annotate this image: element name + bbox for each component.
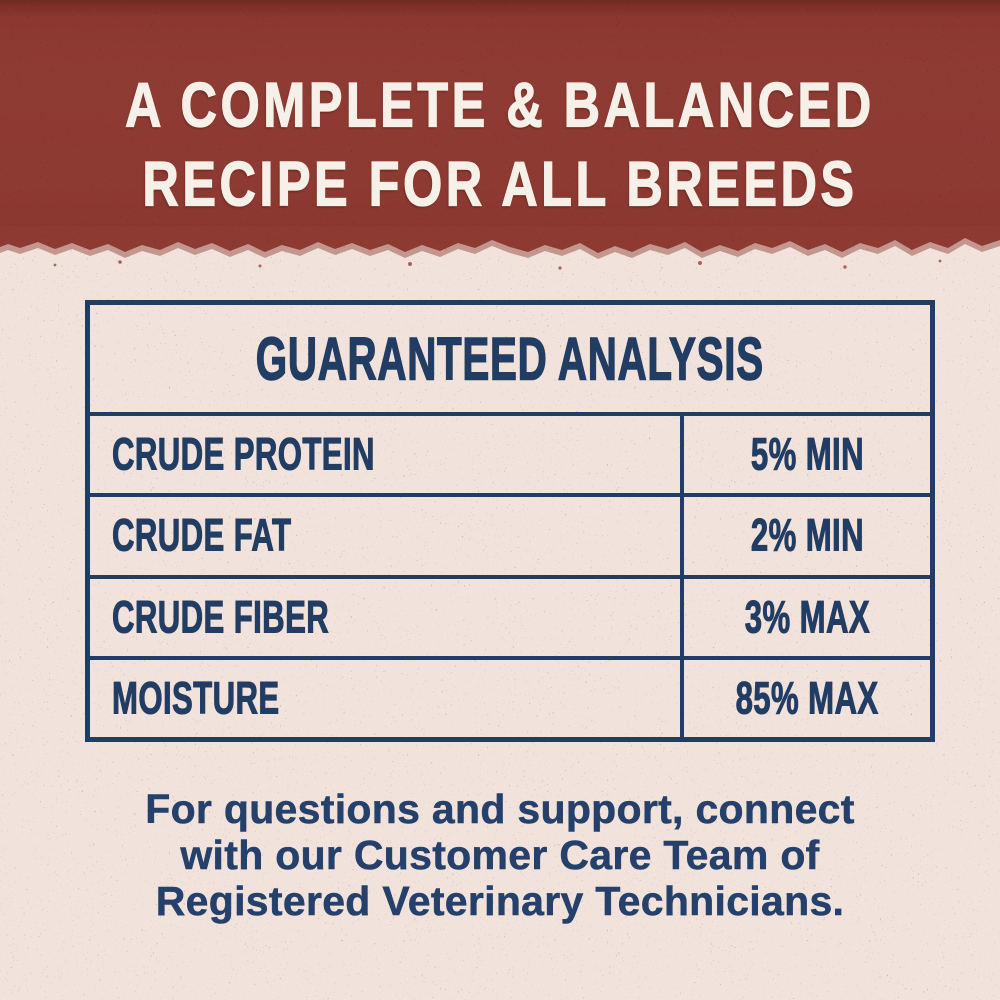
row-value-cell: 5% MIN [680, 416, 930, 494]
row-label-cell: CRUDE FIBER [90, 579, 680, 656]
row-label-cell: MOISTURE [90, 660, 680, 737]
nutrient-label: MOISTURE [112, 672, 280, 724]
support-line-1: For questions and support, connect [145, 786, 855, 833]
headline-line-2: RECIPE FOR ALL BREEDS [142, 149, 858, 220]
row-label-cell: CRUDE PROTEIN [90, 416, 680, 493]
table-row: MOISTURE 85% MAX [90, 655, 930, 737]
table-title: GUARANTEED ANALYSIS [255, 324, 765, 394]
row-value-cell: 2% MIN [680, 497, 930, 575]
nutrient-label: CRUDE PROTEIN [112, 428, 375, 480]
table-row: CRUDE FAT 2% MIN [90, 493, 930, 575]
row-label-cell: CRUDE FAT [90, 497, 680, 574]
nutrient-value: 85% MAX [735, 672, 879, 724]
support-text: For questions and support, connect with … [0, 786, 1000, 925]
guaranteed-analysis-table: GUARANTEED ANALYSIS CRUDE PROTEIN 5% MIN… [85, 300, 935, 742]
paint-flecks [53, 259, 942, 270]
nutrient-label: CRUDE FIBER [112, 591, 330, 643]
headline-line-1: A COMPLETE & BALANCED [125, 70, 875, 141]
support-line-3: Registered Veterinary Technicians. [155, 878, 845, 925]
nutrient-value: 3% MAX [744, 591, 870, 643]
headline: A COMPLETE & BALANCED RECIPE FOR ALL BRE… [0, 70, 1000, 232]
row-value-cell: 85% MAX [680, 659, 930, 737]
table-title-row: GUARANTEED ANALYSIS [90, 305, 930, 412]
support-line-2: with our Customer Care Team of [180, 832, 820, 879]
table-row: CRUDE FIBER 3% MAX [90, 574, 930, 656]
torn-edge-graphic [0, 226, 1000, 270]
nutrient-value: 5% MIN [750, 428, 864, 480]
table-row: CRUDE PROTEIN 5% MIN [90, 412, 930, 494]
row-value-cell: 3% MAX [680, 578, 930, 656]
nutrient-value: 2% MIN [750, 509, 864, 561]
nutrient-label: CRUDE FAT [112, 509, 292, 561]
